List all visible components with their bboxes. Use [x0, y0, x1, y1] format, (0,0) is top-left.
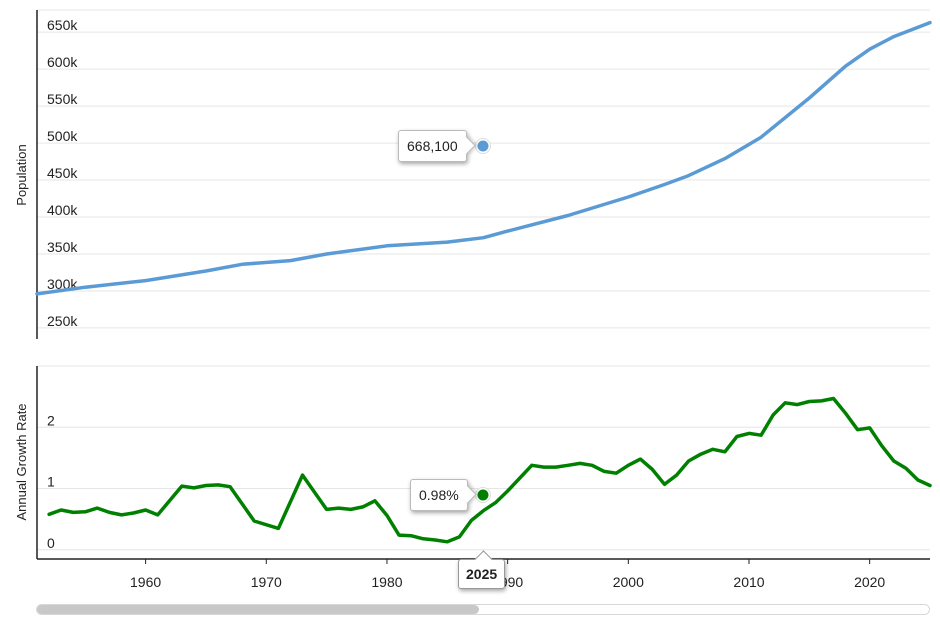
growth-rate-tooltip: 0.98% [410, 479, 468, 511]
population-series-line [35, 20, 932, 296]
horizontal-scrollbar[interactable] [36, 604, 930, 615]
population-y-tick-label: 250k [47, 313, 78, 329]
selected-year-badge: 2025 [458, 559, 506, 589]
population-y-tick-label: 450k [47, 165, 78, 181]
growth-rate-axis-title: Annual Growth Rate [14, 403, 29, 520]
growth-rate-y-tick-label: 0 [47, 535, 55, 551]
population-y-tick-label: 400k [47, 202, 78, 218]
population-y-tick-label: 500k [47, 128, 78, 144]
population-axis-title: Population [14, 144, 29, 205]
scrollbar-thumb[interactable] [37, 605, 479, 614]
growth-rate-highlight-point [477, 489, 489, 501]
x-tick-label: 2000 [613, 574, 644, 590]
x-tick-label: 1970 [251, 574, 282, 590]
population-y-tick-label: 600k [47, 54, 78, 70]
growth-rate-y-tick-label: 2 [47, 412, 55, 428]
population-y-tick-label: 350k [47, 239, 78, 255]
growth-rate-series-line [47, 396, 932, 544]
population-y-tick-label: 550k [47, 91, 78, 107]
growth-rate-tooltip-value: 0.98% [419, 487, 459, 503]
x-tick-label: 2020 [854, 574, 885, 590]
population-highlight-point [477, 140, 489, 152]
population-y-tick-label: 650k [47, 17, 78, 33]
x-tick-label: 2010 [733, 574, 764, 590]
x-tick-label: 1960 [130, 574, 161, 590]
growth-rate-y-tick-label: 1 [47, 474, 55, 490]
population-tooltip: 668,100 [398, 130, 467, 162]
x-tick-label: 1980 [371, 574, 402, 590]
population-tooltip-value: 668,100 [407, 138, 458, 154]
population-panel: 250k300k350k400k450k500k550k600k650kPopu… [14, 9, 932, 339]
selected-year-label: 2025 [466, 566, 498, 582]
